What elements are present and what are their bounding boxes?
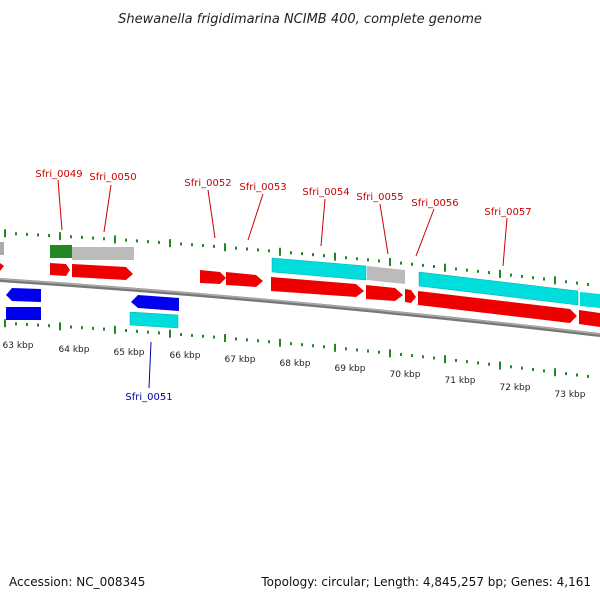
genome-backbone — [0, 278, 600, 337]
gray-feature[interactable] — [367, 266, 405, 284]
upper-tick-row — [4, 229, 589, 286]
cds-arrow-forward[interactable] — [405, 289, 416, 303]
gene-label[interactable]: Sfri_0050 — [89, 172, 136, 183]
tick-label-70: 70 kbp — [390, 370, 421, 380]
tick-label-63: 63 kbp — [3, 341, 34, 351]
cds-arrow-forward[interactable] — [72, 264, 133, 280]
cds-arrow-forward[interactable] — [579, 310, 600, 327]
gene-label[interactable]: Sfri_0055 — [356, 192, 403, 203]
kbp-labels: 63 kbp 64 kbp 65 kbp 66 kbp 67 kbp 68 kb… — [3, 341, 586, 400]
gene-label[interactable]: Sfri_0053 — [239, 182, 286, 193]
cyan-feature[interactable] — [271, 257, 367, 281]
tick-label-69: 69 kbp — [335, 364, 366, 374]
label-leaders — [57, 179, 508, 389]
cds-arrow-reverse[interactable] — [131, 295, 179, 311]
gene-label[interactable]: Sfri_0051 — [125, 392, 172, 403]
reverse-cds-track — [6, 288, 179, 329]
tick-label-73: 73 kbp — [555, 390, 586, 400]
cds-arrow-forward[interactable] — [50, 263, 70, 276]
gene-labels: Sfri_0049 Sfri_0050 Sfri_0052 Sfri_0053 … — [35, 169, 531, 403]
cyan-feature[interactable] — [418, 271, 579, 306]
tick-label-65: 65 kbp — [114, 348, 145, 358]
cds-arrow-forward[interactable] — [200, 270, 226, 284]
gene-label[interactable]: Sfri_0052 — [184, 178, 231, 189]
cyan-feature[interactable] — [129, 311, 179, 329]
cds-block-reverse[interactable] — [6, 307, 41, 320]
map-title: Shewanella frigidimarina NCIMB 400, comp… — [118, 12, 482, 27]
cds-arrow-forward[interactable] — [366, 285, 403, 301]
gene-label[interactable]: Sfri_0054 — [302, 187, 349, 198]
gray-feature[interactable] — [72, 247, 134, 260]
gene-label[interactable]: Sfri_0057 — [484, 207, 531, 218]
cds-arrow-reverse[interactable] — [6, 288, 41, 302]
green-feature[interactable] — [50, 245, 72, 258]
cyan-feature[interactable] — [580, 292, 600, 308]
cds-arrow-forward[interactable] — [226, 272, 263, 287]
cds-arrow-forward[interactable] — [271, 277, 364, 297]
gene-label[interactable]: Sfri_0056 — [411, 198, 458, 209]
tick-label-67: 67 kbp — [225, 355, 256, 365]
accession-text: Accession: NC_008345 — [9, 575, 145, 589]
cds-arrow-forward[interactable] — [418, 291, 577, 323]
gene-label[interactable]: Sfri_0049 — [35, 169, 82, 180]
tick-label-72: 72 kbp — [500, 383, 531, 393]
tick-label-64: 64 kbp — [59, 345, 90, 355]
genome-summary-text: Topology: circular; Length: 4,845,257 bp… — [260, 575, 591, 589]
gray-feature[interactable] — [0, 242, 4, 255]
forward-feature-track — [0, 242, 600, 308]
forward-cds-track — [0, 263, 600, 327]
tick-label-66: 66 kbp — [170, 351, 201, 361]
cds-arrow-forward[interactable] — [0, 263, 4, 271]
lower-tick-row — [4, 319, 589, 378]
tick-label-68: 68 kbp — [280, 359, 311, 369]
tick-label-71: 71 kbp — [445, 376, 476, 386]
